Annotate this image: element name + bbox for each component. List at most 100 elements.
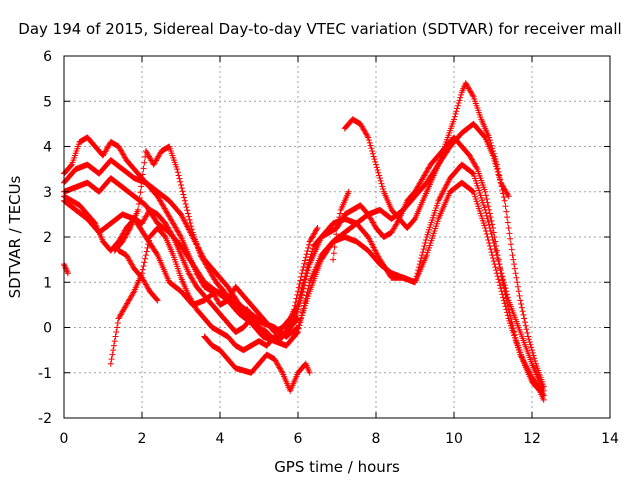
data-point	[502, 303, 509, 310]
data-point	[298, 273, 305, 280]
y-axis-label: SDTVAR / TECUs	[6, 175, 24, 298]
data-point	[469, 170, 476, 177]
data-point	[188, 226, 195, 233]
data-point	[153, 250, 160, 257]
data-point	[482, 206, 489, 213]
data-point	[498, 183, 505, 190]
data-point	[525, 336, 532, 343]
data-point	[331, 243, 338, 250]
data-point	[295, 303, 302, 310]
data-point	[505, 193, 512, 200]
data-point	[500, 297, 507, 304]
data-point	[305, 267, 312, 274]
data-point	[451, 113, 458, 120]
data-point	[482, 192, 489, 199]
data-point	[482, 209, 489, 216]
data-point	[140, 165, 147, 172]
x-tick-label: 12	[523, 431, 541, 447]
data-point	[456, 97, 463, 104]
data-point	[302, 257, 309, 264]
data-point	[496, 279, 503, 286]
data-point	[142, 252, 149, 259]
data-point	[330, 256, 337, 263]
y-tick-label: 2	[43, 230, 52, 246]
data-point	[369, 148, 376, 155]
data-point	[304, 248, 311, 255]
data-point	[304, 270, 311, 277]
data-point	[520, 311, 527, 318]
data-point	[522, 322, 529, 329]
data-point	[518, 300, 525, 307]
data-point	[493, 270, 500, 277]
data-point	[422, 240, 429, 247]
data-point	[418, 255, 425, 262]
data-point	[507, 235, 514, 242]
data-point	[374, 167, 381, 174]
data-point	[300, 263, 307, 270]
data-point	[488, 142, 495, 149]
data-point	[126, 226, 133, 233]
data-point	[532, 357, 539, 364]
data-point	[507, 241, 514, 248]
data-point	[371, 156, 378, 163]
data-point	[484, 234, 491, 240]
y-tick-label: -1	[38, 366, 52, 382]
series-trace-6	[111, 143, 321, 345]
data-point	[178, 181, 184, 188]
data-point	[508, 246, 515, 253]
data-point	[493, 161, 500, 168]
data-point	[298, 270, 305, 277]
data-point	[144, 244, 151, 251]
data-point	[296, 300, 303, 307]
data-point	[486, 243, 493, 250]
data-point	[527, 341, 534, 348]
data-point	[495, 276, 502, 283]
data-point	[521, 315, 528, 322]
data-point	[295, 315, 301, 322]
data-point	[499, 291, 506, 298]
data-point	[489, 252, 496, 259]
data-point	[492, 156, 499, 163]
y-tick-label: 1	[43, 275, 52, 291]
data-point	[113, 329, 120, 336]
x-tick-label: 0	[60, 431, 69, 447]
data-point	[294, 325, 301, 332]
data-point	[487, 214, 494, 221]
data-point	[114, 324, 121, 331]
data-point	[457, 94, 464, 101]
data-point	[306, 369, 313, 376]
data-point	[365, 134, 372, 141]
data-point	[296, 281, 303, 288]
y-tick-label: 4	[43, 140, 52, 156]
data-point	[186, 216, 193, 223]
data-point	[488, 217, 495, 224]
data-point	[526, 338, 533, 345]
data-point	[518, 304, 525, 311]
data-point	[107, 360, 114, 367]
data-point	[185, 213, 192, 220]
series-trace-9	[201, 333, 313, 394]
data-point	[294, 291, 301, 298]
data-point	[488, 249, 495, 256]
data-point	[297, 297, 304, 304]
data-point	[114, 319, 121, 326]
data-point	[335, 217, 342, 224]
data-point	[489, 221, 496, 228]
data-point	[493, 267, 500, 274]
data-point	[141, 159, 148, 166]
data-point	[503, 208, 510, 215]
data-point	[519, 308, 526, 315]
data-point	[516, 292, 523, 299]
data-point	[493, 158, 500, 165]
data-point	[135, 206, 142, 213]
data-point	[510, 256, 517, 263]
data-point	[517, 297, 524, 304]
data-point	[501, 300, 508, 307]
series-trace-10	[341, 80, 547, 390]
data-point	[469, 92, 476, 99]
data-point	[153, 296, 160, 303]
data-point	[143, 248, 150, 255]
data-point	[174, 166, 181, 173]
data-point	[473, 164, 480, 171]
x-tick-label: 6	[294, 431, 303, 447]
